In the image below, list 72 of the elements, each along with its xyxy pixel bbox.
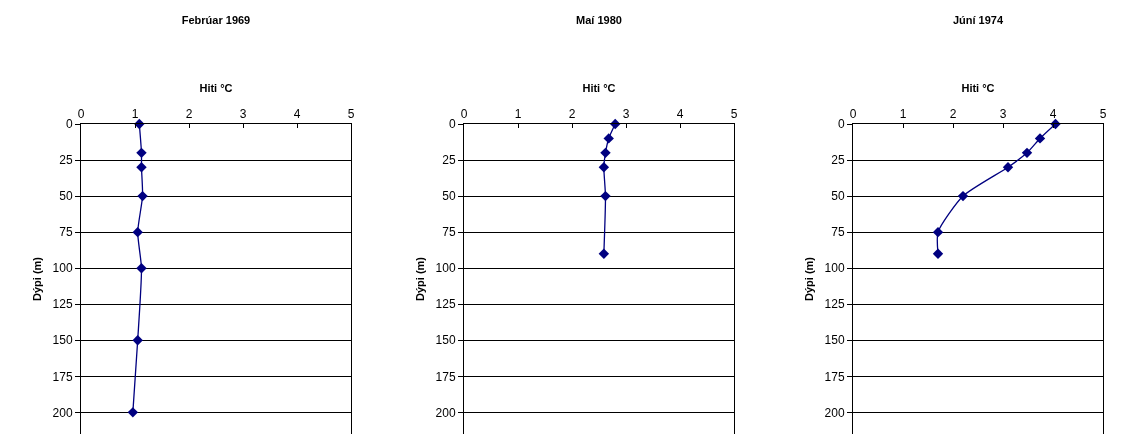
point bbox=[1034, 133, 1046, 144]
point bbox=[600, 190, 611, 202]
x-tick-label: 1 bbox=[514, 107, 522, 122]
y-axis-title: Dýpi (m) bbox=[31, 256, 44, 301]
y-tick-label: 50 bbox=[442, 189, 456, 204]
y-tick-label: 25 bbox=[831, 153, 845, 168]
point bbox=[598, 248, 610, 259]
y-tick-label: 75 bbox=[442, 225, 456, 240]
y-tick-label: 200 bbox=[52, 405, 73, 420]
x-tick-label: 2 bbox=[185, 107, 193, 122]
x-tick-label: 1 bbox=[899, 107, 907, 122]
y-axis-title: Dýpi (m) bbox=[414, 256, 427, 301]
point bbox=[1002, 162, 1014, 173]
point bbox=[127, 407, 139, 418]
y-tick-label: 25 bbox=[59, 153, 73, 168]
x-tick-label: 4 bbox=[293, 107, 301, 122]
x-tick-label: 5 bbox=[1099, 107, 1107, 122]
y-tick-label: 125 bbox=[52, 297, 73, 312]
x-tick-label: 5 bbox=[730, 107, 738, 122]
y-tick-label: 150 bbox=[824, 333, 845, 348]
y-tick-label: 125 bbox=[435, 297, 456, 312]
y-tick-label: 175 bbox=[52, 369, 73, 384]
y-tick-label: 0 bbox=[837, 117, 845, 132]
x-tick-label: 1 bbox=[131, 107, 139, 122]
y-tick-label: 75 bbox=[59, 225, 73, 240]
y-tick-label: 150 bbox=[52, 333, 73, 348]
point bbox=[136, 162, 147, 173]
point bbox=[598, 162, 610, 173]
y-tick-label: 175 bbox=[435, 369, 456, 384]
y-tick-label: 0 bbox=[65, 117, 73, 132]
y-axis-title: Dýpi (m) bbox=[803, 256, 816, 301]
x-tick-label: 3 bbox=[622, 107, 630, 122]
point bbox=[932, 226, 944, 238]
y-tick-label: 175 bbox=[824, 369, 845, 384]
x-axis-title: Hiti °C bbox=[961, 81, 995, 94]
y-tick-label: 0 bbox=[448, 117, 456, 132]
x-tick-label: 0 bbox=[77, 107, 85, 122]
y-tick-label: 200 bbox=[435, 405, 456, 420]
point bbox=[132, 335, 143, 346]
x-tick-label: 4 bbox=[676, 107, 684, 122]
y-tick-label: 100 bbox=[435, 261, 456, 276]
chart-title: Júní 1974 bbox=[952, 13, 1004, 26]
x-axis-title: Hiti °C bbox=[582, 81, 616, 94]
y-tick-label: 150 bbox=[435, 333, 456, 348]
point bbox=[957, 190, 969, 202]
point bbox=[603, 133, 614, 144]
y-tick-label: 50 bbox=[831, 189, 845, 204]
point bbox=[136, 147, 147, 159]
point bbox=[137, 190, 148, 202]
x-tick-label: 5 bbox=[347, 107, 355, 122]
y-tick-label: 25 bbox=[442, 153, 456, 168]
y-tick-label: 125 bbox=[824, 297, 845, 312]
x-tick-label: 0 bbox=[849, 107, 857, 122]
y-tick-label: 100 bbox=[52, 261, 73, 276]
x-tick-label: 4 bbox=[1049, 107, 1057, 122]
x-tick-label: 2 bbox=[949, 107, 957, 122]
y-tick-label: 75 bbox=[831, 225, 845, 240]
point bbox=[132, 226, 143, 238]
x-tick-label: 3 bbox=[999, 107, 1007, 122]
y-tick-label: 50 bbox=[59, 189, 73, 204]
x-tick-label: 3 bbox=[239, 107, 247, 122]
y-tick-label: 100 bbox=[824, 261, 845, 276]
chart-title: Maí 1980 bbox=[576, 13, 622, 26]
point bbox=[1021, 147, 1033, 159]
chart-title: Febrúar 1969 bbox=[181, 13, 251, 26]
point bbox=[600, 147, 611, 159]
x-tick-label: 0 bbox=[460, 107, 468, 122]
x-axis-title: Hiti °C bbox=[199, 81, 233, 94]
point bbox=[136, 262, 147, 274]
point bbox=[932, 248, 944, 259]
y-tick-label: 200 bbox=[824, 405, 845, 420]
x-tick-label: 2 bbox=[568, 107, 576, 122]
